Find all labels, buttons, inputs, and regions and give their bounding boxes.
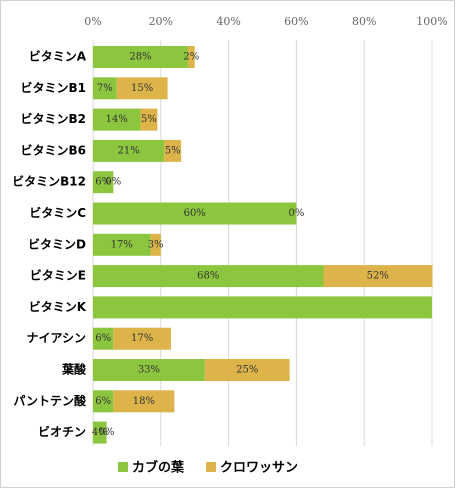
legend-label: カブの葉 bbox=[132, 460, 185, 476]
category-label: ビタミンB1 bbox=[21, 80, 87, 95]
data-label: 2% bbox=[183, 52, 199, 63]
bar-segment bbox=[93, 233, 151, 256]
category-label: パントテン酸 bbox=[13, 393, 87, 408]
bar-segment bbox=[93, 327, 114, 350]
data-label: 68% bbox=[197, 271, 219, 282]
bar-segment bbox=[140, 108, 158, 131]
x-tick-label: 0% bbox=[84, 15, 101, 28]
bar-segment bbox=[113, 327, 171, 350]
category-label: 葉酸 bbox=[61, 362, 87, 377]
data-label: 0% bbox=[99, 427, 115, 438]
data-label: 33% bbox=[138, 365, 160, 376]
data-label: 17% bbox=[131, 333, 153, 344]
data-label: 0% bbox=[288, 208, 304, 219]
data-label: 18% bbox=[133, 396, 155, 407]
category-label: ビタミンB6 bbox=[21, 142, 87, 157]
data-label: 5% bbox=[165, 145, 181, 156]
legend-swatch bbox=[118, 462, 128, 472]
bar-segment bbox=[204, 359, 290, 381]
bars bbox=[93, 46, 433, 444]
data-label: 52% bbox=[367, 271, 389, 282]
bar-segment bbox=[150, 233, 161, 256]
data-label: 3% bbox=[148, 239, 164, 250]
x-tick-label: 60% bbox=[284, 15, 308, 28]
data-label: 4% bbox=[92, 427, 108, 438]
data-label: 60% bbox=[184, 208, 206, 219]
category-label: ビタミンC bbox=[29, 205, 86, 220]
bar-segment bbox=[113, 390, 175, 413]
data-label: 17% bbox=[111, 239, 133, 250]
bar-segment bbox=[93, 46, 188, 68]
category-label: ビオチン bbox=[38, 424, 86, 439]
bar-segment bbox=[93, 77, 117, 100]
x-tick-label: 80% bbox=[352, 15, 376, 28]
category-label: ナイアシン bbox=[26, 331, 86, 345]
data-label: 6% bbox=[95, 177, 111, 188]
bar-segment bbox=[93, 296, 432, 319]
category-label: ビタミンE bbox=[30, 268, 86, 283]
data-label: 15% bbox=[131, 83, 153, 94]
category-label: ビタミンA bbox=[29, 49, 87, 64]
data-label: 6% bbox=[95, 333, 111, 344]
category-label: ビタミンD bbox=[28, 236, 86, 251]
bar-segment bbox=[93, 265, 324, 288]
bar-segment bbox=[116, 77, 168, 100]
bar-segment bbox=[93, 171, 114, 194]
x-tick-label: 20% bbox=[149, 15, 173, 28]
data-label: 7% bbox=[97, 83, 113, 94]
data-label: 14% bbox=[106, 114, 128, 125]
bar-segment bbox=[323, 265, 433, 288]
category-label: ビタミンK bbox=[29, 299, 87, 314]
data-label: 0% bbox=[105, 177, 121, 188]
category-label: ビタミンB12 bbox=[12, 174, 86, 189]
category-label: ビタミンB2 bbox=[21, 111, 87, 126]
data-label: 5% bbox=[141, 114, 157, 125]
bar-segment bbox=[93, 202, 297, 225]
data-label: 21% bbox=[117, 145, 139, 156]
bar-segment bbox=[93, 139, 165, 162]
x-tick-label: 100% bbox=[416, 15, 447, 28]
bar-segment bbox=[187, 46, 195, 68]
data-label: 25% bbox=[236, 365, 258, 376]
x-tick-label: 40% bbox=[216, 15, 240, 28]
legend-label: クロワッサン bbox=[220, 461, 298, 476]
bar-segment bbox=[93, 359, 205, 381]
bar-segment bbox=[164, 139, 182, 162]
data-label: 6% bbox=[95, 396, 111, 407]
bar-segment bbox=[93, 421, 107, 444]
data-label: 28% bbox=[129, 52, 151, 63]
legend-swatch bbox=[206, 462, 217, 472]
bar-segment bbox=[93, 108, 141, 131]
bar-segment bbox=[93, 390, 114, 413]
